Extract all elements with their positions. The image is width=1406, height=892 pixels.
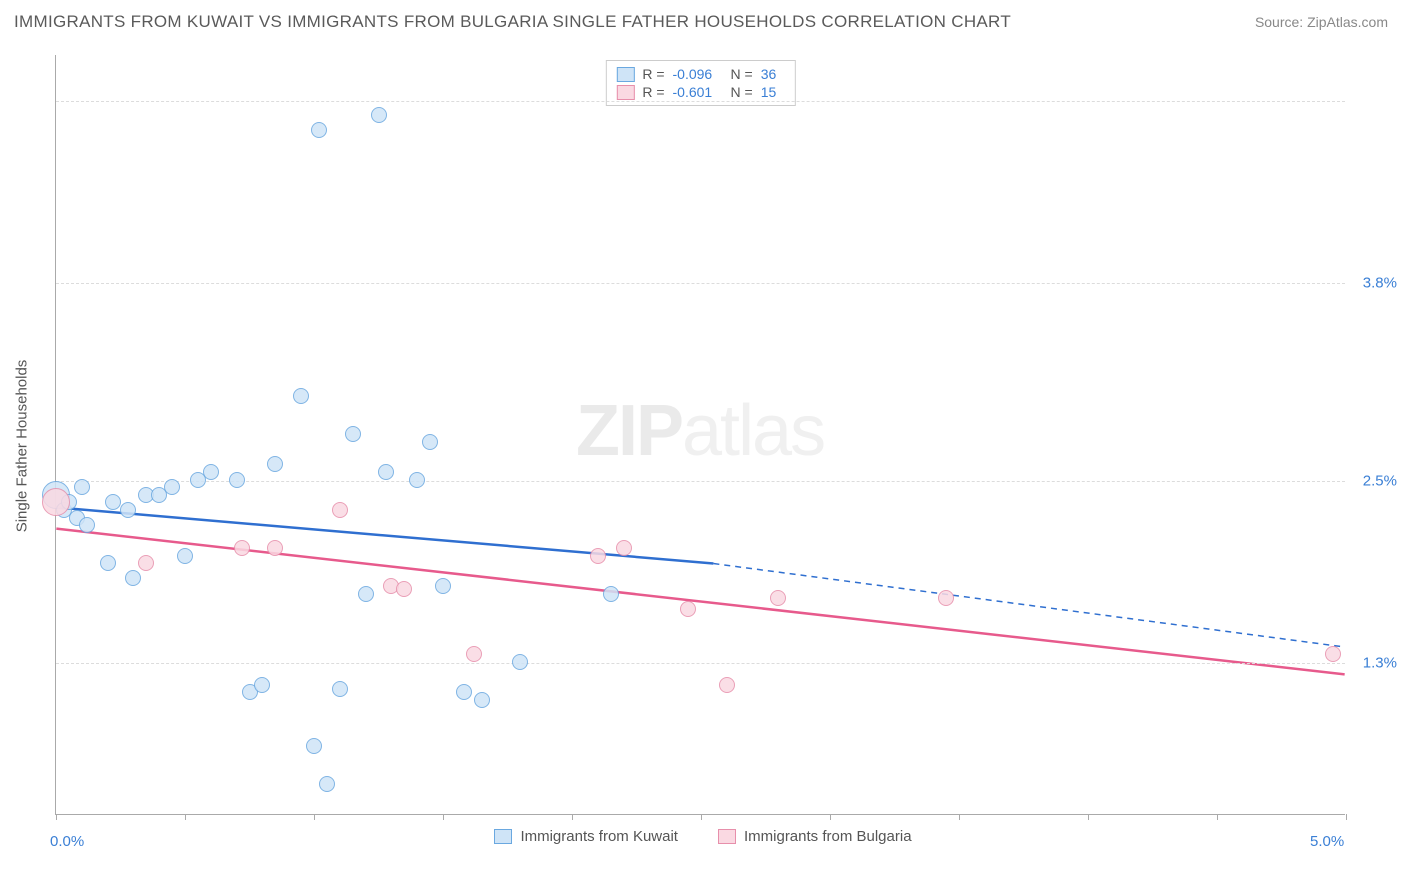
watermark-zip: ZIP	[576, 391, 682, 471]
data-point	[120, 502, 136, 518]
stat-r-label: R =	[642, 66, 664, 82]
data-point	[938, 590, 954, 606]
y-tick-label: 2.5%	[1363, 472, 1397, 489]
y-tick-label: 3.8%	[1363, 275, 1397, 292]
x-tick-label: 0.0%	[50, 833, 84, 850]
y-axis-title: Single Father Households	[14, 360, 31, 533]
data-point	[332, 681, 348, 697]
x-tick	[314, 814, 315, 820]
data-point	[311, 122, 327, 138]
watermark: ZIPatlas	[576, 390, 824, 472]
x-tick	[1088, 814, 1089, 820]
data-point	[603, 586, 619, 602]
stat-n-label: N =	[731, 66, 753, 82]
data-point	[409, 472, 425, 488]
data-point	[770, 590, 786, 606]
x-tick-label: 5.0%	[1310, 833, 1344, 850]
data-point	[319, 776, 335, 792]
data-point	[74, 479, 90, 495]
x-tick	[443, 814, 444, 820]
stat-legend: R = -0.096 N = 36 R = -0.601 N = 15	[605, 60, 795, 106]
data-point	[358, 586, 374, 602]
legend-label: Immigrants from Bulgaria	[744, 828, 912, 845]
data-point	[229, 472, 245, 488]
x-tick	[959, 814, 960, 820]
data-point	[590, 548, 606, 564]
gridline	[56, 101, 1345, 102]
data-point	[345, 426, 361, 442]
data-point	[616, 540, 632, 556]
stat-n-value: 36	[761, 66, 785, 82]
data-point	[371, 107, 387, 123]
stat-n-label: N =	[731, 84, 753, 100]
data-point	[456, 684, 472, 700]
data-point	[435, 578, 451, 594]
source-label: Source: ZipAtlas.com	[1255, 14, 1388, 30]
data-point	[378, 464, 394, 480]
gridline	[56, 663, 1345, 664]
data-point	[42, 488, 70, 516]
x-tick	[701, 814, 702, 820]
legend-item: Immigrants from Kuwait	[494, 828, 678, 845]
legend-swatch	[616, 67, 634, 82]
stat-r-label: R =	[642, 84, 664, 100]
data-point	[267, 540, 283, 556]
x-tick	[1346, 814, 1347, 820]
data-point	[422, 434, 438, 450]
chart-title: IMMIGRANTS FROM KUWAIT VS IMMIGRANTS FRO…	[14, 12, 1011, 32]
data-point	[474, 692, 490, 708]
data-point	[306, 738, 322, 754]
data-point	[125, 570, 141, 586]
legend-swatch	[494, 829, 512, 844]
stat-r-value: -0.096	[673, 66, 723, 82]
y-tick-label: 1.3%	[1363, 655, 1397, 672]
x-tick	[56, 814, 57, 820]
data-point	[234, 540, 250, 556]
x-tick	[185, 814, 186, 820]
data-point	[177, 548, 193, 564]
gridline	[56, 481, 1345, 482]
data-point	[164, 479, 180, 495]
data-point	[79, 517, 95, 533]
stat-r-value: -0.601	[673, 84, 723, 100]
stat-row: R = -0.096 N = 36	[616, 65, 784, 83]
legend-label: Immigrants from Kuwait	[520, 828, 678, 845]
data-point	[396, 581, 412, 597]
data-point	[332, 502, 348, 518]
data-point	[512, 654, 528, 670]
data-point	[267, 456, 283, 472]
series-legend: Immigrants from Kuwait Immigrants from Bu…	[0, 828, 1406, 845]
legend-item: Immigrants from Bulgaria	[718, 828, 912, 845]
data-point	[203, 464, 219, 480]
data-point	[719, 677, 735, 693]
stat-n-value: 15	[761, 84, 785, 100]
data-point	[105, 494, 121, 510]
x-tick	[572, 814, 573, 820]
watermark-atlas: atlas	[682, 391, 824, 471]
x-tick	[830, 814, 831, 820]
data-point	[293, 388, 309, 404]
x-tick	[1217, 814, 1218, 820]
data-point	[466, 646, 482, 662]
data-point	[100, 555, 116, 571]
stat-row: R = -0.601 N = 15	[616, 83, 784, 101]
legend-swatch	[718, 829, 736, 844]
data-point	[680, 601, 696, 617]
gridline	[56, 283, 1345, 284]
data-point	[1325, 646, 1341, 662]
data-point	[254, 677, 270, 693]
legend-swatch	[616, 85, 634, 100]
plot-area: ZIPatlas R =-0.096N =36R =-0.601N =15 1.…	[55, 55, 1345, 815]
data-point	[138, 555, 154, 571]
